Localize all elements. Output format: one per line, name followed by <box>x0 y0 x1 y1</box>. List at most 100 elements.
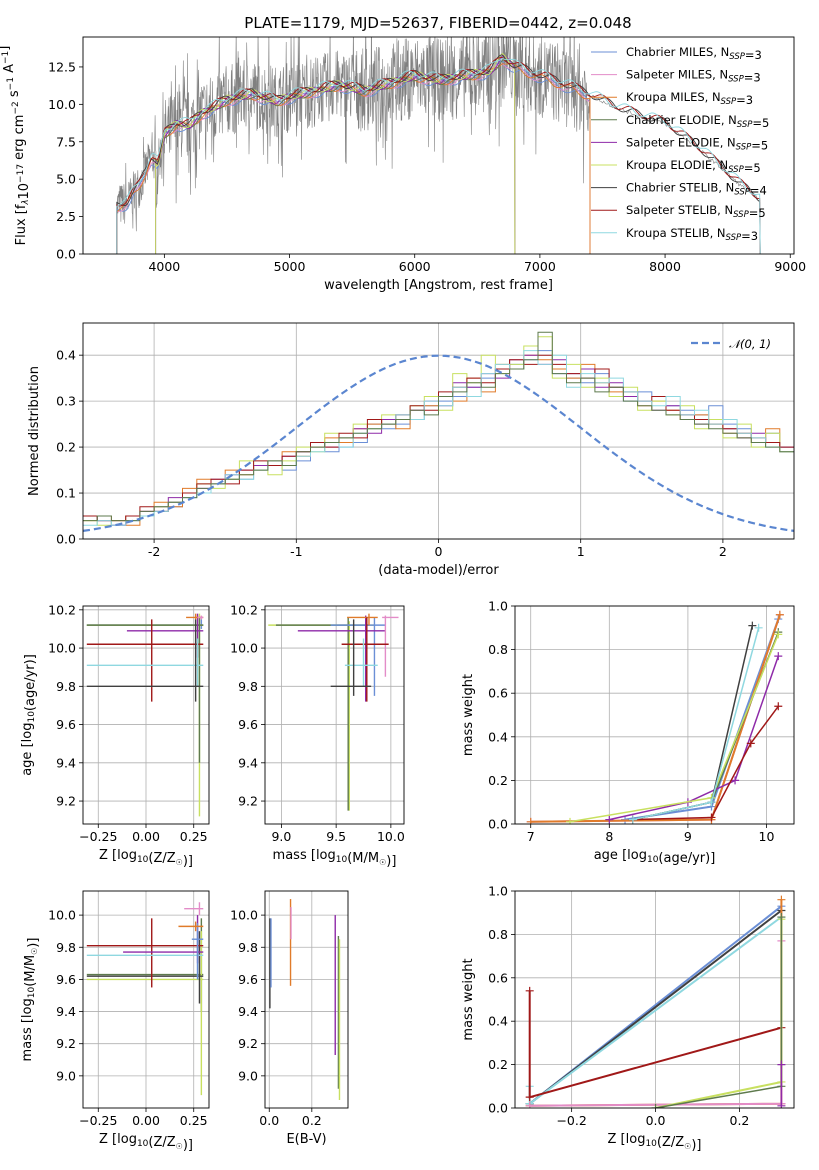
y-tick-label: 9.6 <box>238 972 258 987</box>
y-tick-label: 0.2 <box>488 773 508 788</box>
weight-plot-area <box>526 610 784 824</box>
weight-marker <box>774 652 783 661</box>
axes-frame <box>82 36 795 255</box>
y-tick-label: 0.2 <box>56 440 76 455</box>
y-tick-label: 0.0 <box>56 532 76 547</box>
weight-vs-z-panel: −0.2 0.0 0.2 0.0 0.2 0.4 0.6 0.8 1.0 Z [log10(Z/Z… <box>461 884 795 1153</box>
x-tick-label: −0.25 <box>79 829 117 844</box>
legend-label: Chabrier MILES, NSSP=3 <box>626 45 762 62</box>
age-vs-z-panel: −0.25 0.00 0.25 9.2 9.4 9.6 9.8 10.0 10.2 Z [log1… <box>20 602 210 869</box>
weight-marker <box>748 621 757 630</box>
y-tick-label: 0.6 <box>488 686 508 701</box>
legend-label: Chabrier ELODIE, NSSP=5 <box>626 113 769 130</box>
spectrum-plot-area <box>116 37 761 254</box>
weight-marker <box>774 702 783 711</box>
mass-vs-z-panel: −0.25 0.00 0.25 9.0 9.2 9.4 9.6 9.8 10.0 Z [log10… <box>20 890 210 1153</box>
x-tick-label: 9000 <box>774 259 806 274</box>
x-tick-label: 0.0 <box>259 1113 279 1128</box>
axes-frame <box>514 605 795 825</box>
legend-label: Kroupa ELODIE, NSSP=5 <box>626 158 761 175</box>
y-tick-label: 10.0 <box>48 908 76 923</box>
x-tick-label: 0.0 <box>646 1113 666 1128</box>
y-tick-label: 0.8 <box>488 642 508 657</box>
x-axis-label: (data-model)/error <box>378 563 499 578</box>
y-axis-label: mass [log10(M/M☉)] <box>20 938 41 1062</box>
y-axis-label: mass weight <box>461 674 476 756</box>
y-tick-label: 0.0 <box>56 247 76 262</box>
weight-line <box>632 627 760 821</box>
x-tick-label: 1 <box>577 544 585 559</box>
y-tick-label: 9.4 <box>56 755 76 770</box>
errorbar-plot-area <box>86 902 204 1096</box>
x-axis-label: age [log10(age/yr)] <box>594 848 716 866</box>
x-tick-label: 9 <box>684 829 692 844</box>
weight-marker <box>707 798 716 807</box>
weight-marker <box>777 913 786 922</box>
weight-marker <box>526 817 535 824</box>
y-tick-label: 9.4 <box>238 755 258 770</box>
weight-marker <box>777 1101 786 1108</box>
y-tick-label: 10.2 <box>230 602 258 617</box>
weight-line <box>632 705 779 821</box>
y-tick-label: 12.5 <box>48 59 76 74</box>
errorbar-plot-area <box>86 613 204 817</box>
legend-label: Salpeter ELODIE, NSSP=5 <box>626 135 768 152</box>
y-axis-label: age [log10(age/yr)] <box>20 654 38 776</box>
y-tick-label: 0.4 <box>488 729 508 744</box>
y-tick-label: 0.0 <box>488 817 508 832</box>
y-tick-label: 0.3 <box>56 394 76 409</box>
x-tick-label: 8000 <box>649 259 681 274</box>
observed-spectrum <box>116 37 761 232</box>
x-tick-label: 9.5 <box>326 829 346 844</box>
residual-histogram <box>83 354 794 522</box>
legend-label: Salpeter MILES, NSSP=3 <box>626 68 761 85</box>
y-tick-label: 0.0 <box>488 1101 508 1116</box>
y-tick-label: 9.2 <box>238 1036 258 1051</box>
legend-label: Kroupa STELIB, NSSP=3 <box>626 226 758 243</box>
weight-line <box>609 655 780 821</box>
legend-label: Kroupa MILES, NSSP=3 <box>626 90 753 107</box>
y-tick-label: 0.4 <box>488 1014 508 1029</box>
model-spectrum-line <box>116 56 761 254</box>
x-tick-label: 10 <box>759 829 775 844</box>
y-tick-label: 0.8 <box>488 927 508 942</box>
weight-line <box>569 634 779 823</box>
y-tick-label: 9.2 <box>56 794 76 809</box>
y-tick-label: 10.0 <box>230 641 258 656</box>
weight-marker <box>774 630 783 639</box>
axes-frame <box>82 322 795 540</box>
errorbar-plot-area <box>268 613 399 811</box>
x-tick-label: 10.0 <box>377 829 405 844</box>
legend-label: 𝒩(0, 1) <box>729 337 771 351</box>
y-tick-label: 9.0 <box>238 1068 258 1083</box>
normal-curve <box>83 354 794 532</box>
residual-panel: -2 -1 0 1 2 0.0 0.1 0.2 0.3 0.4 (data-model)/error… <box>27 322 795 578</box>
y-tick-label: 9.8 <box>56 679 76 694</box>
weight-marker <box>605 815 614 824</box>
y-tick-label: 0.1 <box>56 486 76 501</box>
errorbar-plot-area <box>269 899 341 1100</box>
x-tick-label: 0.25 <box>180 829 208 844</box>
weight-line <box>655 917 783 1108</box>
y-tick-label: 0.6 <box>488 970 508 985</box>
x-tick-label: 4000 <box>148 259 180 274</box>
x-tick-label: −0.2 <box>556 1113 586 1128</box>
x-tick-label: 0.25 <box>180 1113 208 1128</box>
legend-label: Salpeter STELIB, NSSP=5 <box>626 203 766 220</box>
y-tick-label: 9.0 <box>56 1068 76 1083</box>
x-axis-label: Z [log10(Z/Z☉)] <box>608 1132 702 1153</box>
x-axis-label: E(B-V) <box>286 1132 326 1147</box>
y-tick-label: 2.5 <box>56 209 76 224</box>
x-tick-label: -1 <box>290 544 302 559</box>
x-tick-label: 7000 <box>524 259 556 274</box>
weight-vs-age-panel: 7 8 9 10 0.0 0.2 0.4 0.6 0.8 1.0 age [log10(age/yr… <box>461 599 795 866</box>
x-axis-label: wavelength [Angstrom, rest frame] <box>324 278 553 293</box>
model-spectrum-line <box>155 59 516 254</box>
axes-frame <box>264 890 349 1109</box>
y-tick-label: 10.0 <box>48 97 76 112</box>
x-tick-label: 2 <box>719 544 727 559</box>
y-tick-label: 0.2 <box>488 1057 508 1072</box>
axes-frame <box>514 890 795 1109</box>
y-tick-label: 7.5 <box>56 134 76 149</box>
x-tick-label: 0.00 <box>132 1113 160 1128</box>
